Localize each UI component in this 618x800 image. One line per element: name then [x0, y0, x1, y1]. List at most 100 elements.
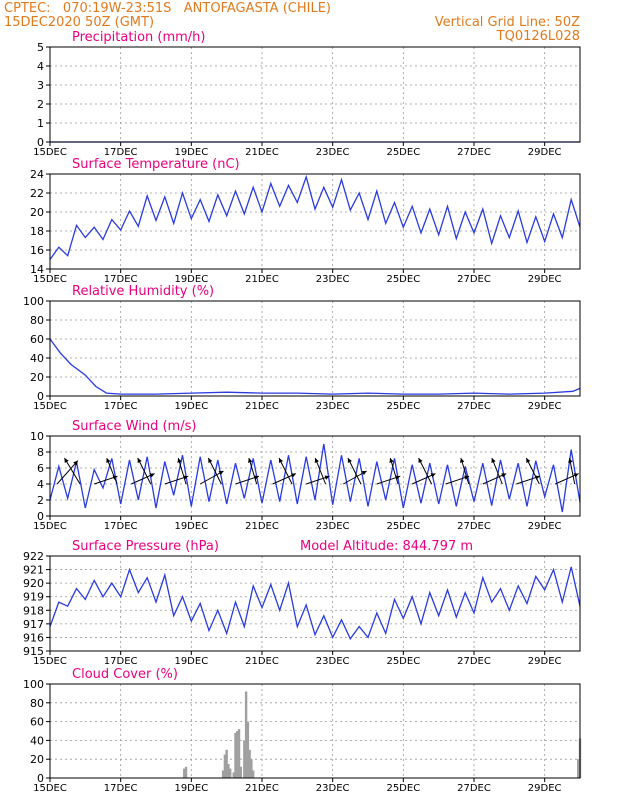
humidity-ytick-label: 20: [30, 371, 44, 384]
pressure-series-line: [49, 566, 581, 641]
wind-frame: [49, 435, 581, 517]
precipitation-xtick-label: 25DEC: [386, 147, 420, 158]
wind-vector: [199, 470, 224, 485]
wind-ytick-label: 0: [37, 510, 44, 523]
cloud-cover-bar: [246, 721, 250, 778]
precipitation-xtick-label: 21DEC: [245, 147, 279, 158]
temperature-xtick-label: 15DEC: [33, 274, 67, 285]
wind-title: Surface Wind (m/s): [72, 419, 196, 434]
wind-vector: [491, 457, 503, 485]
temperature-frame: [49, 173, 581, 270]
humidity-series-line: [49, 338, 581, 395]
cloud-cover-bar: [248, 749, 251, 778]
pressure-xtick-label: 17DEC: [104, 656, 138, 667]
cloud-cover-xtick-label: 27DEC: [457, 783, 491, 794]
precipitation-frame: [49, 46, 581, 143]
humidity-ytick-label: 80: [30, 314, 44, 327]
cloud-cover-xtick-label: 21DEC: [245, 783, 279, 794]
cloud-cover-xtick-label: 23DEC: [316, 783, 350, 794]
wind-vector-head: [568, 458, 573, 463]
wind-vector-head: [418, 458, 423, 463]
cloud-cover-bar: [239, 766, 242, 778]
temperature-xtick-label: 21DEC: [245, 274, 279, 285]
wind-xtick-label: 21DEC: [245, 521, 279, 532]
cloud-cover-bar: [250, 759, 253, 778]
wind-vector: [56, 460, 79, 485]
temperature-ytick-label: 22: [30, 187, 44, 200]
temperature-title: Surface Temperature (nC): [72, 157, 240, 172]
wind-xtick-label: 19DEC: [174, 521, 208, 532]
cloud-cover-ytick-label: 20: [30, 753, 44, 766]
pressure-xtick-label: 27DEC: [457, 656, 491, 667]
wind-xtick-label: 23DEC: [316, 521, 350, 532]
wind-vector-head: [324, 475, 330, 480]
temperature-ytick-label: 18: [30, 225, 44, 238]
temperature-xtick-label: 29DEC: [528, 274, 562, 285]
precipitation-xtick-label: 19DEC: [174, 147, 208, 158]
cloud-cover-bar: [236, 731, 239, 778]
wind-vector-head: [491, 458, 496, 463]
pressure-ytick-label: 918: [23, 604, 44, 617]
temperature-ytick-label: 20: [30, 206, 44, 219]
cloud-cover-ytick-label: 0: [37, 772, 44, 785]
wind-vector-head: [137, 458, 142, 463]
wind-vector-head: [73, 460, 78, 466]
precipitation-xtick-label: 29DEC: [528, 147, 562, 158]
humidity-ytick-label: 0: [37, 390, 44, 403]
humidity-ytick-label: 60: [30, 333, 44, 346]
humidity-title: Relative Humidity (%): [72, 284, 214, 299]
cloud-cover-bar: [244, 691, 248, 778]
pressure-ytick-label: 921: [23, 564, 44, 577]
humidity-xtick-label: 19DEC: [174, 401, 208, 412]
wind-vector-head: [248, 458, 253, 463]
pressure-note: Model Altitude: 844.797 m: [300, 539, 473, 554]
cloud-cover-ytick-label: 100: [23, 678, 44, 691]
pressure-xtick-label: 25DEC: [386, 656, 420, 667]
wind-vector-head: [177, 458, 182, 463]
wind-vector-head: [278, 458, 284, 463]
pressure-ytick-label: 917: [23, 618, 44, 631]
cloud-cover-title: Cloud Cover (%): [72, 667, 178, 682]
precipitation-ytick-label: 1: [37, 117, 44, 130]
temperature-xtick-label: 23DEC: [316, 274, 350, 285]
cloud-cover-xtick-label: 15DEC: [33, 783, 67, 794]
cloud-cover-bar: [577, 759, 580, 778]
temperature-xtick-label: 17DEC: [104, 274, 138, 285]
wind-vector-head: [149, 473, 155, 478]
temperature-ytick-label: 14: [30, 263, 44, 276]
wind-ytick-label: 4: [37, 478, 44, 491]
pressure-xtick-label: 21DEC: [245, 656, 279, 667]
wind-vector-head: [460, 458, 465, 463]
wind-vector: [64, 457, 81, 485]
wind-vector-head: [361, 471, 367, 476]
pressure-xtick-label: 23DEC: [316, 656, 350, 667]
pressure-title: Surface Pressure (hPa): [72, 539, 219, 554]
wind-vector: [278, 457, 293, 485]
humidity-xtick-label: 25DEC: [386, 401, 420, 412]
wind-xtick-label: 27DEC: [457, 521, 491, 532]
cloud-cover-bar: [227, 763, 230, 778]
wind-vector-head: [218, 471, 224, 476]
wind-vector-head: [347, 458, 352, 463]
cloud-cover-bar: [243, 740, 246, 778]
pressure-ytick-label: 922: [23, 550, 44, 563]
temperature-series-line: [49, 174, 581, 260]
cloud-cover-ytick-label: 60: [30, 716, 44, 729]
wind-vector-head: [526, 458, 531, 463]
wind-vector-head: [291, 473, 296, 478]
wind-vector: [525, 457, 540, 485]
wind-vector: [137, 457, 152, 485]
humidity-xtick-label: 29DEC: [528, 401, 562, 412]
precipitation-xtick-label: 17DEC: [104, 147, 138, 158]
cloud-cover-xtick-label: 17DEC: [104, 783, 138, 794]
wind-vector: [460, 457, 470, 485]
wind-series-line: [49, 443, 581, 513]
pressure-ytick-label: 916: [23, 631, 44, 644]
precipitation-ytick-label: 2: [37, 98, 44, 111]
precipitation-ytick-label: 5: [37, 41, 44, 54]
wind-xtick-label: 15DEC: [33, 521, 67, 532]
wind-vector-head: [314, 458, 319, 463]
wind-vector: [106, 457, 118, 485]
wind-vector-head: [64, 458, 69, 463]
